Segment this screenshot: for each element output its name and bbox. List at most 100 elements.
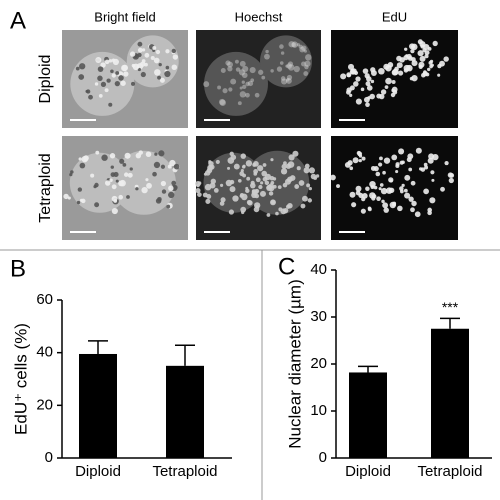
nucleus: [388, 177, 394, 183]
nucleus: [150, 55, 155, 61]
nucleus: [300, 203, 306, 209]
nucleus: [347, 160, 353, 166]
nucleus: [242, 84, 247, 89]
nucleus: [272, 184, 277, 189]
nucleus: [230, 78, 237, 85]
nucleus: [250, 180, 255, 185]
nucleus: [118, 75, 124, 81]
nucleus: [141, 187, 148, 194]
nucleus: [440, 186, 445, 192]
nucleus: [424, 165, 429, 170]
nucleus: [111, 73, 116, 78]
panel-label: A: [10, 7, 26, 34]
nucleus: [265, 49, 269, 54]
micrograph: [62, 30, 188, 128]
nucleus: [391, 154, 398, 161]
nucleus: [376, 196, 381, 202]
nucleus: [366, 85, 373, 91]
nucleus: [69, 173, 73, 177]
nucleus: [240, 153, 247, 159]
nucleus: [94, 202, 100, 208]
nucleus: [261, 75, 266, 80]
nucleus: [254, 92, 260, 98]
nucleus: [270, 199, 276, 205]
nucleus: [397, 70, 404, 76]
nucleus: [155, 49, 161, 55]
nucleus: [410, 180, 416, 186]
nucleus: [118, 194, 124, 200]
nucleus: [276, 66, 283, 72]
nucleus: [281, 164, 287, 170]
nucleus: [415, 147, 422, 154]
nucleus: [106, 78, 111, 83]
nucleus: [90, 173, 95, 178]
y-tick-label: 0: [45, 449, 53, 466]
nucleus: [360, 87, 365, 92]
micrograph: [62, 136, 188, 240]
nucleus: [352, 157, 359, 164]
nucleus: [392, 202, 396, 207]
nucleus: [171, 180, 177, 186]
nucleus: [378, 162, 383, 167]
nucleus: [444, 160, 449, 166]
nucleus: [129, 167, 133, 171]
nucleus: [369, 93, 375, 100]
nucleus: [95, 57, 102, 64]
nucleus: [294, 184, 300, 189]
column-label: Hoechst: [235, 9, 283, 24]
nucleus: [152, 45, 157, 50]
nucleus: [141, 59, 146, 63]
nucleus: [365, 186, 370, 191]
nucleus: [380, 187, 388, 195]
nucleus: [157, 75, 161, 80]
nucleus: [378, 187, 382, 191]
nucleus: [249, 66, 256, 74]
nucleus: [228, 209, 235, 215]
nucleus: [417, 50, 424, 57]
nucleus: [153, 161, 161, 169]
nucleus: [88, 94, 93, 100]
nucleus: [171, 64, 178, 71]
nucleus: [171, 48, 176, 54]
nucleus: [437, 63, 442, 69]
nucleus: [403, 55, 409, 61]
nucleus: [360, 208, 366, 214]
nucleus: [347, 73, 351, 78]
nucleus: [396, 55, 402, 62]
nucleus: [109, 178, 113, 182]
nucleus: [361, 156, 366, 161]
nucleus: [427, 47, 432, 51]
nucleus: [307, 198, 313, 203]
nucleus: [104, 59, 110, 65]
nucleus: [111, 58, 116, 63]
column-label: EdU: [382, 9, 407, 24]
nucleus: [370, 165, 376, 171]
nucleus: [411, 74, 418, 82]
nucleus: [77, 187, 83, 192]
nucleus: [159, 77, 165, 83]
nucleus: [161, 189, 167, 194]
nucleus: [280, 51, 285, 55]
nucleus: [104, 88, 109, 93]
nucleus: [124, 152, 131, 159]
nucleus: [277, 185, 282, 190]
nucleus: [396, 62, 403, 69]
nucleus: [409, 43, 416, 50]
nucleus: [213, 188, 219, 193]
nucleus: [160, 180, 167, 187]
nucleus: [131, 81, 136, 86]
nucleus: [145, 178, 149, 182]
nucleus: [247, 200, 253, 206]
nucleus: [423, 162, 428, 167]
nucleus: [264, 180, 270, 186]
nucleus: [398, 148, 405, 155]
nucleus: [285, 204, 291, 209]
nucleus: [373, 185, 378, 190]
nucleus: [81, 198, 86, 204]
nucleus: [210, 178, 216, 184]
nucleus: [384, 85, 389, 90]
nucleus: [381, 199, 385, 204]
nucleus: [123, 71, 129, 77]
nucleus: [165, 65, 170, 70]
